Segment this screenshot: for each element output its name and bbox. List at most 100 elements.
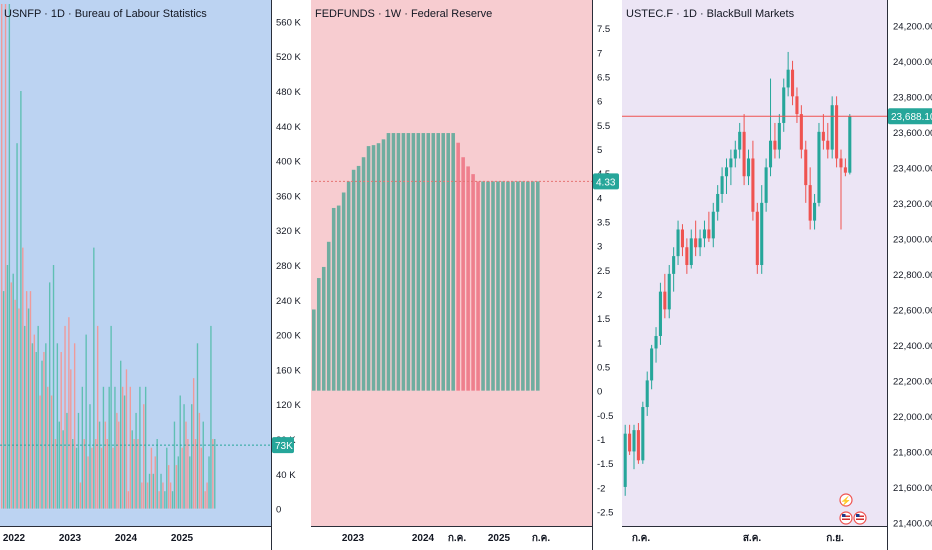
- usnfp-bar: [164, 491, 166, 509]
- usnfp-y-tick-label: 560 K: [276, 17, 301, 28]
- usnfp-bar: [110, 325, 112, 509]
- candle-body: [768, 140, 773, 168]
- usnfp-bar: [37, 325, 39, 509]
- fedfunds-bar: [346, 181, 351, 391]
- fedfunds-bar: [356, 165, 361, 391]
- usnfp-y-tick-label: 40 K: [276, 470, 296, 481]
- usnfp-last-value-badge: [272, 437, 294, 454]
- fedfunds-bar: [476, 181, 480, 391]
- candle-body: [764, 167, 768, 203]
- us-flag-icon[interactable]: [853, 511, 867, 525]
- fedfunds-y-tick-label: 0: [597, 387, 602, 398]
- fedfunds-bar: [506, 181, 510, 391]
- candle-body: [782, 87, 786, 123]
- usnfp-bar: [206, 482, 208, 509]
- fedfunds-bar: [336, 205, 341, 391]
- usnfp-bar: [52, 265, 55, 509]
- usnfp-bar: [185, 421, 187, 509]
- usnfp-bar: [79, 482, 82, 509]
- fedfunds-bar: [331, 207, 336, 391]
- usnfp-bar: [85, 334, 87, 509]
- candle-body: [667, 273, 671, 310]
- candle-body: [817, 131, 821, 203]
- usnfp-bar: [135, 412, 137, 509]
- usnfp-bar: [104, 421, 107, 509]
- usnfp-bar: [139, 386, 141, 509]
- usnfp-y-tick-label: 240 K: [276, 296, 301, 307]
- candle-body: [760, 202, 764, 265]
- ustec-y-tick-label: 23,800.00: [893, 92, 932, 103]
- usnfp-bar: [196, 343, 199, 509]
- usnfp-bar: [192, 378, 195, 509]
- usnfp-bar: [175, 465, 178, 509]
- fedfunds-bar: [501, 181, 505, 391]
- lightning-icon[interactable]: [839, 493, 853, 507]
- usnfp-bar: [116, 412, 118, 509]
- fedfunds-x-tick-label: 2023: [342, 533, 365, 544]
- usnfp-y-tick-label: 520 K: [276, 52, 301, 63]
- candle-body: [694, 238, 698, 248]
- usnfp-bar: [127, 491, 130, 509]
- fedfunds-bar: [441, 133, 446, 391]
- ustec-y-tick-label: 22,600.00: [893, 305, 932, 316]
- usnfp-bar: [137, 439, 139, 509]
- candle-body: [658, 291, 662, 337]
- fedfunds-y-tick-label: 5.5: [597, 121, 610, 132]
- fedfunds-bar: [461, 157, 465, 391]
- usnfp-bar: [43, 352, 45, 509]
- fedfunds-y-tick-label: 6: [597, 97, 602, 108]
- fedfunds-bar: [396, 133, 401, 391]
- usnfp-bar: [41, 360, 43, 509]
- fedfunds-bar: [471, 174, 475, 391]
- usnfp-bar: [143, 404, 145, 509]
- usnfp-bar: [141, 482, 143, 509]
- ustec-x-tick-label: ก.ย.: [826, 533, 844, 544]
- usnfp-y-tick-label: 0: [276, 505, 281, 516]
- us-flag-icon[interactable]: [839, 511, 853, 525]
- candle-body: [650, 348, 654, 381]
- candle-body: [799, 114, 803, 150]
- candle-body: [848, 116, 852, 173]
- candle-body: [746, 158, 751, 177]
- usnfp-y-tick-label: 120 K: [276, 400, 301, 411]
- usnfp-bar: [1, 4, 3, 509]
- candle-body: [702, 229, 707, 239]
- candle-body: [808, 185, 812, 221]
- ustec-y-tick-label: 21,400.00: [893, 518, 932, 529]
- usnfp-y-tick-label: 280 K: [276, 261, 301, 272]
- ustec-plot-background: [622, 0, 887, 526]
- usnfp-bar: [8, 4, 11, 509]
- candle-body: [680, 229, 684, 248]
- usnfp-bar: [10, 282, 12, 509]
- usnfp-bar: [12, 273, 14, 509]
- usnfp-bar: [58, 421, 60, 509]
- usnfp-bar: [131, 430, 133, 509]
- fedfunds-bar: [426, 133, 431, 391]
- usnfp-title: USNFP · 1D · Bureau of Labour Statistics: [4, 8, 207, 20]
- candle-body: [676, 229, 680, 257]
- usnfp-bar: [204, 491, 206, 509]
- candle-body: [821, 131, 825, 141]
- fedfunds-y-tick-label: 4: [597, 193, 602, 204]
- fedfunds-bar: [366, 146, 371, 391]
- usnfp-time-axis-background: [0, 526, 271, 550]
- usnfp-y-tick-label: 440 K: [276, 122, 301, 133]
- candle-body: [632, 430, 636, 452]
- fedfunds-bar: [411, 133, 416, 391]
- fedfunds-bar: [531, 181, 535, 391]
- fedfunds-bar: [521, 181, 525, 391]
- candle-body: [636, 430, 640, 461]
- fedfunds-bar: [451, 133, 455, 391]
- fedfunds-bar: [481, 181, 485, 391]
- candle-body: [623, 433, 627, 487]
- ustec-y-tick-label: 24,000.00: [893, 57, 932, 68]
- candle-body: [685, 247, 689, 265]
- ustec-x-tick-label: ก.ค.: [632, 533, 651, 544]
- usnfp-bar: [56, 343, 59, 509]
- usnfp-bar: [91, 447, 93, 509]
- usnfp-y-tick-label: 400 K: [276, 157, 301, 168]
- fedfunds-x-tick-label: ก.ค.: [448, 533, 467, 544]
- usnfp-bar: [169, 482, 172, 509]
- usnfp-bar: [62, 430, 64, 509]
